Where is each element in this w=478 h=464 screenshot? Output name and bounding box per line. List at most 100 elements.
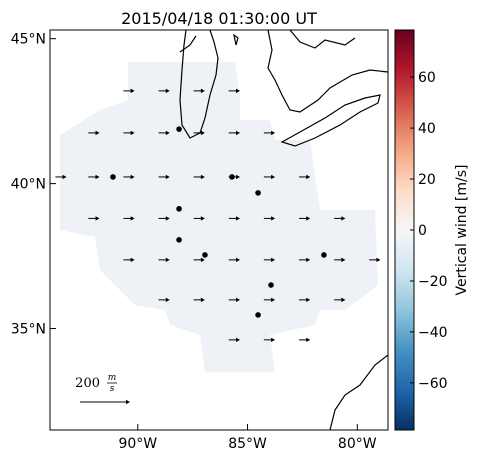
vector-head bbox=[271, 174, 276, 180]
vector-head bbox=[95, 216, 100, 221]
wind-vector bbox=[158, 130, 170, 136]
colorbar-label: Vertical wind [m/s] bbox=[454, 165, 470, 296]
wind-vector bbox=[334, 257, 346, 263]
wind-vector bbox=[55, 174, 67, 180]
vector-head bbox=[306, 257, 311, 263]
vector-head bbox=[235, 88, 240, 94]
wind-vector bbox=[88, 174, 100, 180]
vector-head bbox=[130, 216, 135, 221]
wind-vector bbox=[158, 216, 170, 221]
wind-vector bbox=[228, 88, 240, 94]
station bbox=[176, 237, 182, 243]
wind-vector bbox=[263, 216, 276, 221]
vector-head bbox=[306, 174, 311, 180]
wind-vector bbox=[193, 88, 205, 94]
wind-vector bbox=[158, 257, 170, 263]
station bbox=[321, 252, 327, 258]
station bbox=[176, 206, 182, 212]
vector-head bbox=[165, 174, 170, 180]
wind-vector bbox=[228, 337, 240, 343]
vector-head bbox=[235, 257, 240, 263]
colorbar-tick-label: −20 bbox=[418, 274, 448, 290]
wind-vector bbox=[298, 337, 311, 343]
wind-vector bbox=[88, 216, 100, 221]
coastlines bbox=[179, 30, 388, 430]
wind-vector bbox=[263, 337, 276, 343]
vector-head bbox=[341, 216, 346, 221]
vector-head bbox=[200, 88, 205, 94]
wind-vector bbox=[193, 174, 205, 180]
wind-vector bbox=[228, 130, 240, 136]
wind-vector bbox=[123, 216, 135, 221]
wind-vector bbox=[193, 130, 205, 136]
station bbox=[229, 174, 235, 180]
x-tick-label: 85°W bbox=[228, 436, 267, 452]
vector-head bbox=[341, 257, 346, 263]
vector-head bbox=[200, 174, 205, 180]
y-tick-label: 40°N bbox=[11, 177, 46, 193]
wind-vector bbox=[158, 88, 170, 94]
wind-vector bbox=[123, 88, 135, 94]
map-layer bbox=[60, 30, 388, 430]
wind-vector bbox=[123, 174, 135, 180]
station bbox=[202, 252, 208, 258]
vector-head bbox=[306, 337, 311, 343]
vector-head bbox=[235, 130, 240, 136]
wind-vector bbox=[263, 297, 276, 303]
wind-vector bbox=[228, 297, 240, 303]
vector-head bbox=[165, 216, 170, 221]
wind-vector bbox=[193, 297, 205, 303]
y-tick-label: 45°N bbox=[11, 32, 46, 48]
wind-vector bbox=[158, 174, 170, 180]
plot-frame bbox=[49, 29, 389, 431]
vector-head bbox=[95, 130, 100, 136]
wind-vector bbox=[193, 257, 205, 263]
station bbox=[110, 174, 116, 180]
colorbar-tick-label: 40 bbox=[418, 121, 436, 137]
station bbox=[268, 282, 274, 288]
reference-vector bbox=[80, 399, 130, 405]
vector-head bbox=[62, 174, 67, 180]
reference-unit-num: m bbox=[108, 373, 117, 383]
y-tick-label: 35°N bbox=[11, 322, 46, 338]
wind-vector bbox=[123, 257, 135, 263]
vector-head bbox=[271, 337, 276, 343]
x-tick-label: 80°W bbox=[338, 436, 377, 452]
chart-title: 2015/04/18 01:30:00 UT bbox=[121, 9, 317, 28]
vector-head bbox=[306, 216, 311, 221]
reference-label: 200 bbox=[75, 376, 100, 391]
wind-vector bbox=[123, 130, 135, 136]
vector-head bbox=[130, 174, 135, 180]
vector-head bbox=[271, 130, 276, 136]
vector-head bbox=[200, 216, 205, 221]
data-domain bbox=[60, 62, 378, 372]
colorbar-tick-label: 0 bbox=[418, 223, 427, 239]
wind-vector bbox=[298, 216, 311, 221]
vector-head bbox=[271, 216, 276, 221]
colorbar-tick-label: −60 bbox=[418, 376, 448, 392]
wind-vector bbox=[263, 174, 276, 180]
vector-head bbox=[95, 174, 100, 180]
wind-vector bbox=[228, 257, 240, 263]
station bbox=[176, 126, 182, 132]
vector-head bbox=[200, 257, 205, 263]
colorbar-tick-label: −40 bbox=[418, 325, 448, 341]
colorbar-tick-label: 20 bbox=[418, 172, 436, 188]
vector-head bbox=[235, 174, 240, 180]
vector-head bbox=[130, 257, 135, 263]
vector-head bbox=[130, 130, 135, 136]
vector-head bbox=[130, 88, 135, 94]
wind-vector bbox=[298, 297, 311, 303]
vector-head bbox=[200, 130, 205, 136]
wind-vector bbox=[263, 257, 276, 263]
wind-vector bbox=[228, 216, 240, 221]
vector-head bbox=[165, 130, 170, 136]
wind-vector bbox=[263, 130, 276, 136]
vector-head bbox=[235, 337, 240, 343]
vector-head bbox=[165, 297, 170, 303]
vector-head bbox=[235, 216, 240, 221]
wind-vector bbox=[158, 297, 170, 303]
vector-head bbox=[271, 257, 276, 263]
wind-vector bbox=[369, 257, 381, 263]
